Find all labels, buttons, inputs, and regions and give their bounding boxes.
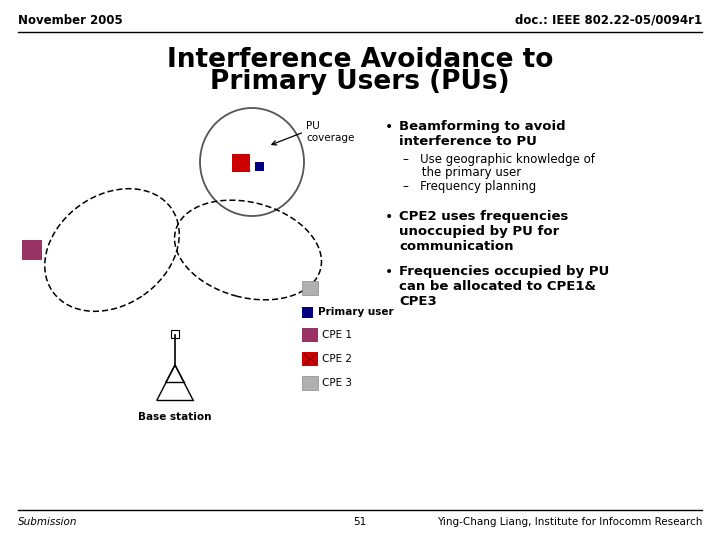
Text: CPE 2: CPE 2	[322, 354, 352, 364]
Bar	[255, 162, 264, 171]
Text: interference to PU: interference to PU	[399, 135, 537, 148]
Text: CPE2 uses frequencies: CPE2 uses frequencies	[399, 210, 568, 223]
Text: Beamforming to avoid: Beamforming to avoid	[399, 120, 566, 133]
Bar	[302, 307, 313, 318]
Bar	[302, 352, 318, 366]
Text: –   Frequency planning: – Frequency planning	[403, 180, 536, 193]
Bar	[302, 281, 318, 295]
Text: Primary Users (PUs): Primary Users (PUs)	[210, 69, 510, 95]
Bar	[302, 376, 318, 390]
Text: 51: 51	[354, 517, 366, 527]
Bar	[171, 330, 179, 338]
Text: CPE 1: CPE 1	[322, 330, 352, 340]
Text: •: •	[385, 120, 393, 134]
Text: Submission: Submission	[18, 517, 78, 527]
Text: Primary user: Primary user	[318, 307, 394, 317]
Text: Interference Avoidance to: Interference Avoidance to	[167, 47, 553, 73]
Text: Frequencies occupied by PU: Frequencies occupied by PU	[399, 265, 609, 278]
Text: Base station: Base station	[138, 412, 212, 422]
Text: CPE3: CPE3	[399, 295, 437, 308]
Text: –   Use geographic knowledge of: – Use geographic knowledge of	[403, 153, 595, 166]
Text: can be allocated to CPE1&: can be allocated to CPE1&	[399, 280, 596, 293]
Text: •: •	[385, 265, 393, 279]
Text: doc.: IEEE 802.22-05/0094r1: doc.: IEEE 802.22-05/0094r1	[515, 14, 702, 26]
Text: unoccupied by PU for: unoccupied by PU for	[399, 225, 559, 238]
Bar	[232, 154, 250, 172]
Bar	[302, 328, 318, 342]
Text: communication: communication	[399, 240, 513, 253]
Bar	[22, 240, 42, 260]
Text: PU
coverage: PU coverage	[306, 121, 354, 143]
Text: the primary user: the primary user	[403, 166, 521, 179]
Text: CPE 3: CPE 3	[322, 378, 352, 388]
Text: November 2005: November 2005	[18, 14, 122, 26]
Text: Ying-Chang Liang, Institute for Infocomm Research: Ying-Chang Liang, Institute for Infocomm…	[436, 517, 702, 527]
Text: •: •	[385, 210, 393, 224]
